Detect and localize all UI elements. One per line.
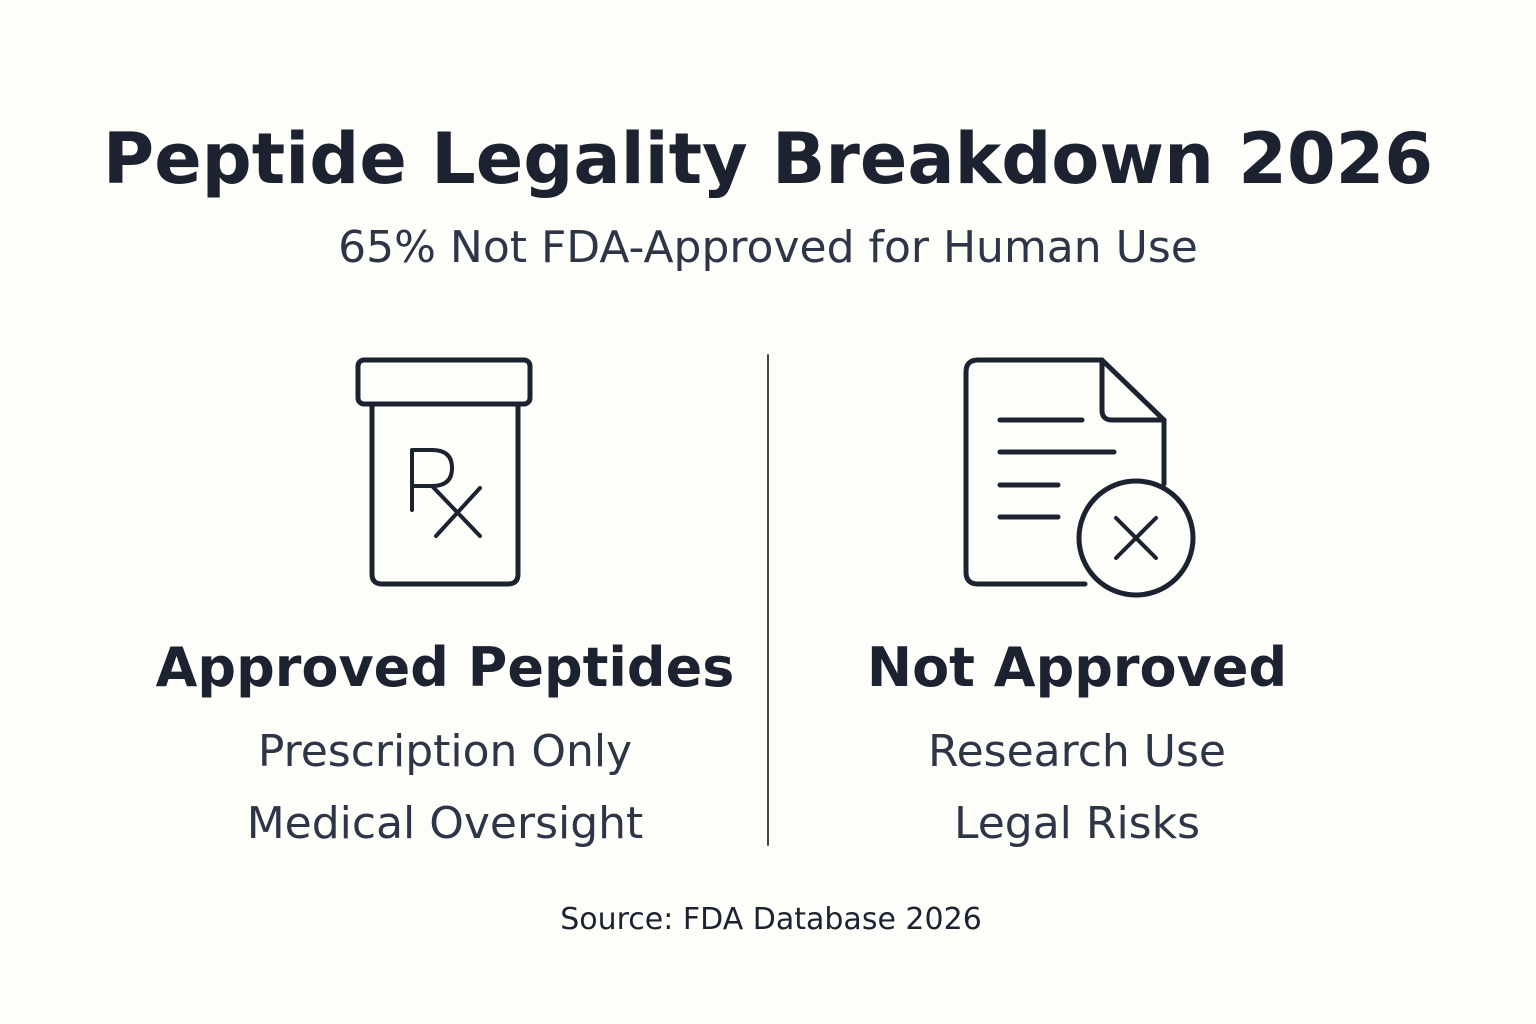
doc-fold [1099, 357, 1167, 423]
column-line: Prescription Only [257, 726, 633, 777]
bottle-cap [355, 357, 533, 407]
document [963, 357, 1167, 587]
rx-symbol [410, 448, 482, 538]
doc-lines [997, 417, 1117, 520]
column-line: Medical Oversight [246, 798, 644, 849]
column-heading: Not Approved [866, 636, 1288, 699]
column-heading: Approved Peptides [155, 636, 735, 699]
bottle-body [369, 401, 521, 587]
title: Peptide Legality Breakdown 2026 [102, 118, 1434, 200]
x-circle [1076, 478, 1196, 598]
subtitle: 65% Not FDA-Approved for Human Use [338, 222, 1198, 273]
column-line: Legal Risks [953, 798, 1201, 849]
source: Source: FDA Database 2026 [560, 902, 982, 937]
x-mark [1114, 516, 1158, 560]
column-line: Research Use [927, 726, 1226, 777]
